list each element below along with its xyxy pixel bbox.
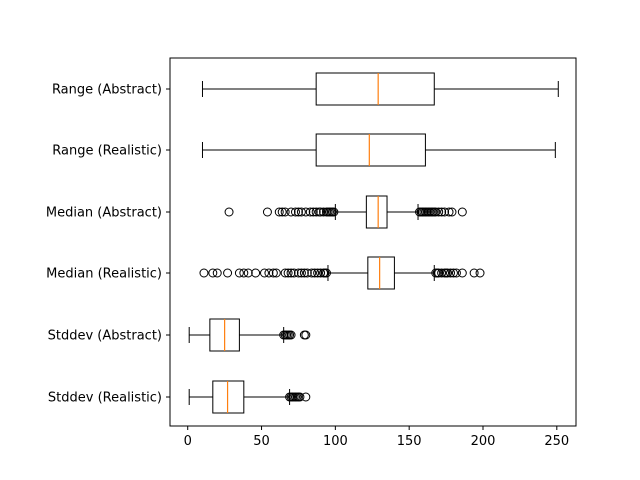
outlier-point <box>251 268 261 278</box>
outlier-point <box>448 268 458 278</box>
outlier-point <box>239 268 249 278</box>
outlier-point <box>469 268 479 278</box>
outlier-point <box>286 330 296 340</box>
outlier-point <box>437 207 447 217</box>
outlier-point <box>293 207 303 217</box>
outlier-point <box>224 207 234 217</box>
x-tick-label: 250 <box>544 434 569 449</box>
box-group <box>188 318 311 352</box>
outlier-point <box>299 268 309 278</box>
outlier-point <box>234 268 244 278</box>
outlier-point <box>286 207 296 217</box>
outlier-point <box>447 207 457 217</box>
iqr-box <box>365 195 388 229</box>
box-group <box>188 380 311 414</box>
outlier-point <box>259 268 269 278</box>
box-group <box>199 256 485 290</box>
x-axis: 0 50 100 150 200 250 <box>184 426 569 449</box>
outlier-point <box>308 207 318 217</box>
y-axis: Range (Abstract) Range (Realistic) Median … <box>46 83 170 406</box>
outlier-point <box>443 268 453 278</box>
iqr-box <box>315 72 435 106</box>
outlier-point <box>280 207 290 217</box>
outlier-point <box>329 207 339 217</box>
outlier-point <box>212 268 222 278</box>
y-tick-label: Median (Abstract) <box>46 206 162 221</box>
outlier-point <box>271 268 281 278</box>
y-tick-label: Stddev (Abstract) <box>48 329 162 344</box>
x-tick-label: 50 <box>253 434 270 449</box>
outlier-point <box>313 268 323 278</box>
outlier-point <box>293 268 303 278</box>
outlier-point <box>223 268 233 278</box>
box-group <box>224 195 467 229</box>
outlier-point <box>302 268 312 278</box>
outlier-point <box>296 207 306 217</box>
outlier-point <box>283 268 293 278</box>
outlier-point <box>199 268 209 278</box>
y-tick-label: Range (Realistic) <box>52 144 162 159</box>
x-tick-label: 150 <box>397 434 422 449</box>
outlier-point <box>286 268 296 278</box>
x-tick-label: 0 <box>184 434 192 449</box>
iqr-box <box>315 133 426 167</box>
box-group <box>201 72 559 106</box>
outlier-point <box>446 268 456 278</box>
y-tick-label: Median (Realistic) <box>46 267 162 282</box>
outlier-point <box>274 207 284 217</box>
outlier-point <box>440 207 450 217</box>
outlier-point <box>243 268 253 278</box>
iqr-box <box>212 380 245 414</box>
x-tick-label: 200 <box>471 434 496 449</box>
outlier-point <box>296 268 306 278</box>
outlier-point <box>444 207 454 217</box>
outlier-point <box>316 268 326 278</box>
outlier-point <box>301 207 311 217</box>
outlier-point <box>437 268 447 278</box>
outlier-point <box>310 268 320 278</box>
outlier-point <box>457 268 467 278</box>
outlier-point <box>316 207 326 217</box>
outlier-point <box>277 207 287 217</box>
x-tick-label: 100 <box>323 434 348 449</box>
outlier-point <box>289 268 299 278</box>
outlier-point <box>268 268 278 278</box>
outlier-point <box>262 207 272 217</box>
outlier-point <box>280 268 290 278</box>
plot-area <box>169 57 577 427</box>
outlier-point <box>457 207 467 217</box>
outlier-point <box>431 207 441 217</box>
outlier-point <box>301 330 311 340</box>
y-tick-label: Stddev (Realistic) <box>48 391 162 406</box>
outlier-point <box>319 207 329 217</box>
outlier-point <box>295 392 305 402</box>
outlier-point <box>451 268 461 278</box>
outlier-point <box>290 207 300 217</box>
outlier-point <box>321 268 331 278</box>
outlier-point <box>208 268 218 278</box>
outlier-point <box>434 207 444 217</box>
chart-marks <box>188 72 559 414</box>
iqr-box <box>367 256 395 290</box>
outlier-point <box>475 268 485 278</box>
box-group <box>201 133 556 167</box>
outlier-point <box>434 268 444 278</box>
outlier-point <box>301 392 311 402</box>
outlier-point <box>307 268 317 278</box>
outlier-point <box>264 268 274 278</box>
outlier-point <box>311 207 321 217</box>
outlier-point <box>305 207 315 217</box>
y-tick-label: Range (Abstract) <box>52 83 162 98</box>
